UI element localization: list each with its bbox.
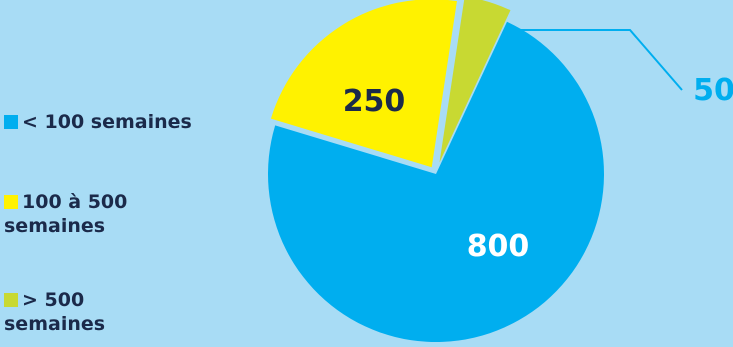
data-label-under-100: 800 [467, 229, 530, 264]
pie-slices [267, 0, 604, 342]
legend-swatch-100-to-500 [4, 195, 18, 209]
legend-item-100-to-500: 100 à 500 semaines [4, 190, 154, 238]
legend-swatch-under-100 [4, 115, 18, 129]
legend-item-under-100: < 100 semaines [4, 110, 192, 134]
pie-slice-100-to-500 [270, 0, 457, 168]
legend-label-over-500: > 500 semaines [4, 289, 106, 335]
leader-line-over-500 [505, 29, 683, 91]
legend-item-over-500: > 500 semaines [4, 288, 134, 336]
data-label-100-to-500: 250 [343, 84, 406, 119]
legend-swatch-over-500 [4, 293, 18, 307]
legend-label-under-100: < 100 semaines [22, 111, 192, 133]
pie-slice-over-500 [439, 0, 511, 163]
pie-slice-under-100 [267, 21, 604, 342]
legend-label-100-to-500: 100 à 500 semaines [4, 191, 128, 237]
data-label-over-500: 50 [693, 73, 733, 108]
